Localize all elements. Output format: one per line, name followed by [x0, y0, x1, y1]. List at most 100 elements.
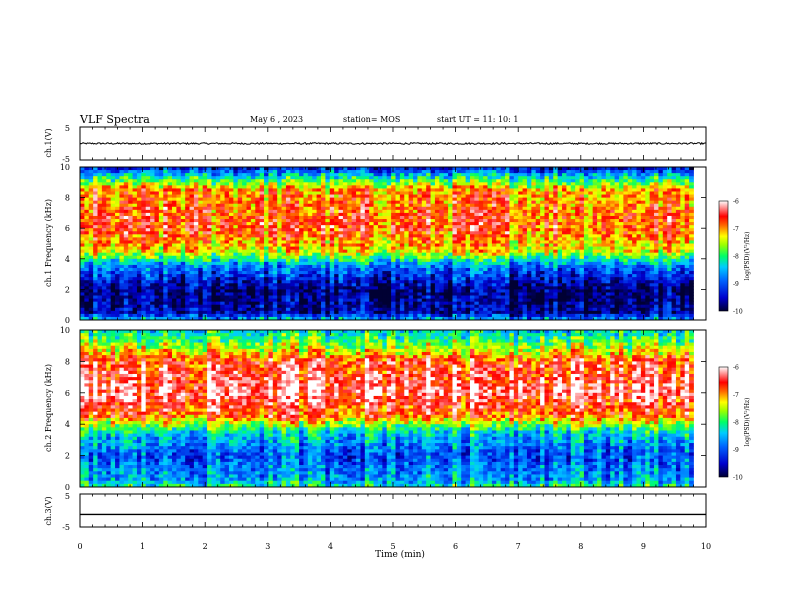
- spectrogram-cell: [325, 203, 331, 208]
- spectrogram-cell: [228, 206, 234, 211]
- spectrogram-cell: [342, 212, 348, 217]
- spectrogram-cell: [180, 289, 186, 293]
- spectrogram-cell: [391, 203, 396, 208]
- spectrogram-cell: [404, 295, 410, 299]
- spectrogram-cell: [132, 203, 138, 208]
- spectrogram-cell: [123, 215, 129, 220]
- spectrogram-cell: [373, 231, 379, 235]
- spectrogram-cell: [299, 228, 304, 232]
- spectrogram-cell: [395, 252, 401, 257]
- spectrogram-cell: [93, 237, 98, 241]
- spectrogram-cell: [321, 243, 326, 247]
- spectrogram-cell: [264, 277, 269, 281]
- spectrogram-cell: [136, 237, 142, 241]
- spectrogram-cell: [128, 206, 133, 211]
- spectrogram-cell: [110, 307, 116, 312]
- spectrogram-cell: [461, 240, 467, 244]
- spectrogram-cell: [439, 243, 445, 247]
- spectrogram-cell: [211, 249, 217, 254]
- spectrogram-cell: [382, 252, 388, 257]
- spectrogram-cell: [470, 313, 475, 318]
- spectrogram-cell: [342, 246, 348, 251]
- spectrogram-cell: [439, 301, 445, 306]
- spectrogram-cell: [351, 243, 357, 247]
- spectrogram-cell: [115, 249, 120, 254]
- spectrogram-cell: [84, 283, 90, 287]
- spectrogram-cell: [452, 246, 458, 251]
- spectrogram-cell: [185, 304, 190, 309]
- spectrogram-cell: [224, 252, 230, 257]
- spectrogram-cell: [382, 264, 388, 269]
- spectrogram-cell: [215, 222, 221, 226]
- spectrogram-cell: [97, 188, 103, 192]
- spectrogram-cell: [211, 194, 217, 198]
- spectrogram-cell: [369, 185, 374, 189]
- spectrogram-cell: [500, 173, 506, 177]
- spectrogram-cell: [84, 313, 90, 318]
- spectrogram-cell: [180, 225, 186, 229]
- spectrogram-cell: [242, 185, 247, 189]
- spectrogram-cell: [417, 316, 423, 321]
- spectrogram-cell: [141, 167, 147, 171]
- spectrogram-cell: [211, 280, 217, 284]
- spectrogram-cell: [505, 188, 510, 192]
- spectrogram-cell: [373, 289, 379, 293]
- spectrogram-cell: [272, 292, 278, 296]
- spectrogram-cell: [452, 237, 458, 241]
- spectrogram-cell: [281, 246, 287, 251]
- spectrogram-cell: [145, 182, 151, 186]
- spectrogram-cell: [128, 170, 133, 174]
- spectrogram-cell: [312, 203, 318, 208]
- spectrogram-cell: [185, 295, 190, 299]
- spectrogram-cell: [461, 246, 467, 251]
- spectrogram-cell: [347, 292, 353, 296]
- spectrogram-cell: [417, 225, 423, 229]
- spectrogram-cell: [202, 286, 208, 290]
- spectrogram-cell: [461, 307, 467, 312]
- spectrogram-cell: [141, 173, 147, 177]
- spectrogram-cell: [448, 215, 453, 220]
- spectrogram-cell: [154, 264, 160, 269]
- spectrogram-cell: [461, 234, 467, 238]
- spectrogram-cell: [145, 298, 151, 303]
- spectrogram-cell: [255, 194, 261, 198]
- spectrogram-cell: [369, 167, 374, 171]
- spectrogram-cell: [456, 271, 462, 275]
- spectrogram-cell: [408, 185, 414, 189]
- spectrogram-cell: [470, 307, 475, 312]
- spectrogram-cell: [329, 173, 335, 177]
- spectrogram-cell: [172, 249, 177, 254]
- spectrogram-cell: [290, 240, 296, 244]
- spectrogram-cell: [242, 191, 247, 195]
- spectrogram-cell: [176, 264, 182, 269]
- spectrogram-cell: [277, 307, 282, 312]
- spectrogram-cell: [483, 212, 488, 217]
- spectrogram-cell: [268, 179, 274, 183]
- spectrogram-cell: [123, 313, 129, 318]
- spectrogram-cell: [307, 286, 313, 290]
- spectrogram-cell: [250, 313, 256, 318]
- spectrogram-cell: [364, 295, 370, 299]
- spectrogram-cell: [377, 179, 383, 183]
- spectrogram-cell: [307, 280, 313, 284]
- spectrogram-cell: [487, 271, 493, 275]
- spectrogram-cell: [496, 289, 502, 293]
- spectrogram-cell: [220, 246, 225, 251]
- spectrogram-cell: [268, 295, 274, 299]
- spectrogram-cell: [487, 231, 493, 235]
- spectrogram-cell: [434, 182, 440, 186]
- spectrogram-cell: [465, 225, 471, 229]
- spectrogram-cell: [461, 219, 467, 223]
- spectrogram-cell: [185, 215, 190, 220]
- spectrogram-cell: [382, 194, 388, 198]
- spectrogram-cell: [132, 310, 138, 315]
- spectrogram-cell: [491, 234, 497, 238]
- spectrogram-cell: [272, 267, 278, 272]
- spectrogram-cell: [97, 179, 103, 183]
- spectrogram-cell: [185, 310, 190, 315]
- spectrogram-cell: [386, 316, 392, 321]
- spectrogram-cell: [264, 274, 269, 278]
- spectrogram-cell: [123, 240, 129, 244]
- spectrogram-cell: [360, 292, 366, 296]
- spectrogram-cell: [80, 234, 85, 238]
